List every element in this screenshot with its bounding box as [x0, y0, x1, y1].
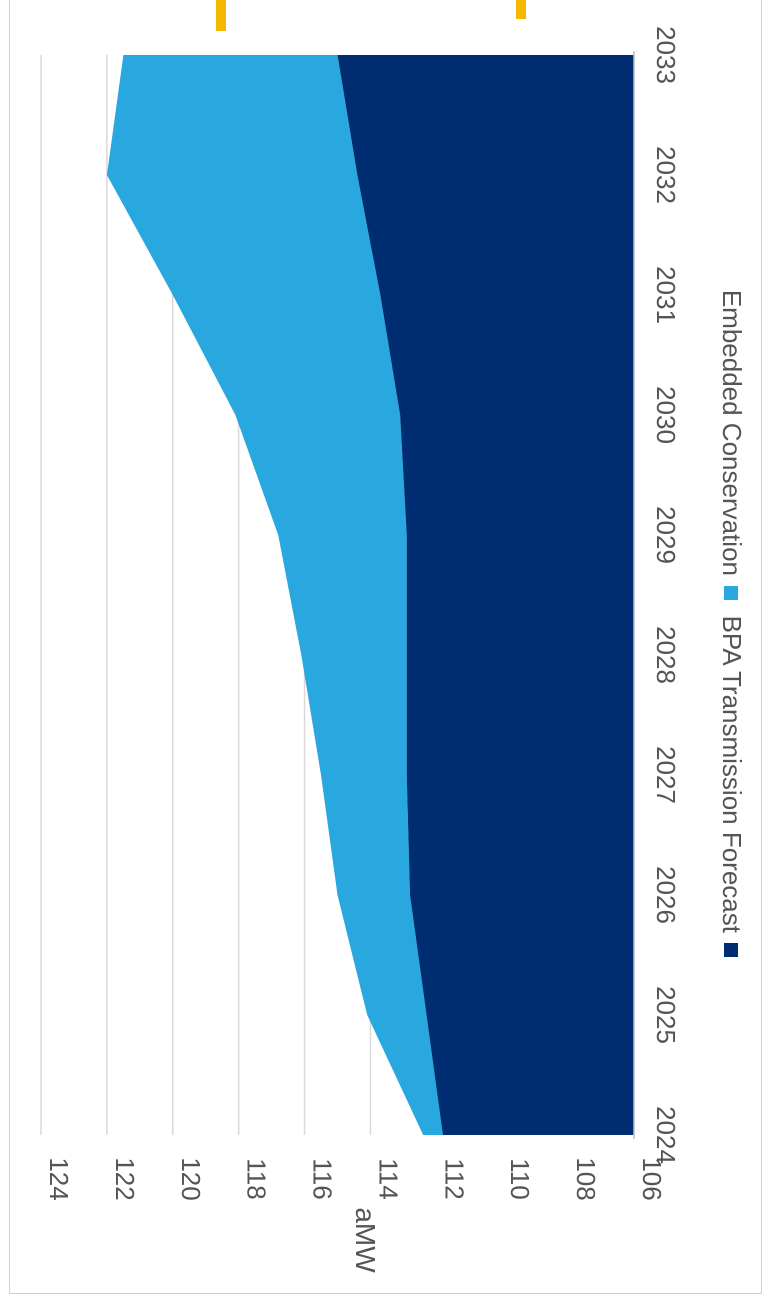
legend-swatch-bpa-transmission-forecast: [724, 943, 738, 957]
x-tick-label-2025: 2025: [651, 986, 681, 1044]
x-tick-label-2024: 2024: [651, 1106, 681, 1164]
accent-mark-left: [216, 0, 226, 31]
x-tick-label-2031: 2031: [651, 266, 681, 324]
x-tick-label-2026: 2026: [651, 866, 681, 924]
y-tick-label-116: 116: [308, 1158, 338, 1199]
y-tick-label-114: 114: [373, 1158, 403, 1199]
series-area-embedded-conservation: [106, 55, 443, 1135]
legend-swatch-embedded-conservation: [724, 586, 738, 600]
y-tick-label-118: 118: [242, 1158, 272, 1199]
y-tick-label-112: 112: [439, 1158, 469, 1199]
x-tick-label-2032: 2032: [651, 146, 681, 204]
accent-mark-right: [516, 0, 526, 19]
y-tick-label-122: 122: [110, 1157, 140, 1200]
x-tick-label-2027: 2027: [651, 746, 681, 804]
y-tick-label-120: 120: [176, 1157, 206, 1200]
y-axis-title: aMW: [350, 1207, 381, 1273]
y-tick-label-106: 106: [637, 1157, 667, 1200]
x-tick-label-2029: 2029: [651, 506, 681, 564]
y-tick-label-108: 108: [571, 1157, 601, 1200]
legend-label-embedded-conservation: Embedded Conservation: [717, 290, 747, 576]
y-tick-label-110: 110: [505, 1158, 535, 1199]
x-tick-label-2028: 2028: [651, 626, 681, 684]
x-tick-label-2030: 2030: [651, 386, 681, 444]
series-area-bpa-transmission-forecast: [337, 55, 634, 1135]
y-tick-label-124: 124: [44, 1157, 74, 1200]
legend-label-bpa-transmission-forecast: BPA Transmission Forecast: [717, 616, 747, 934]
chart-frame: [9, 0, 762, 1294]
x-tick-label-2033: 2033: [651, 26, 681, 84]
